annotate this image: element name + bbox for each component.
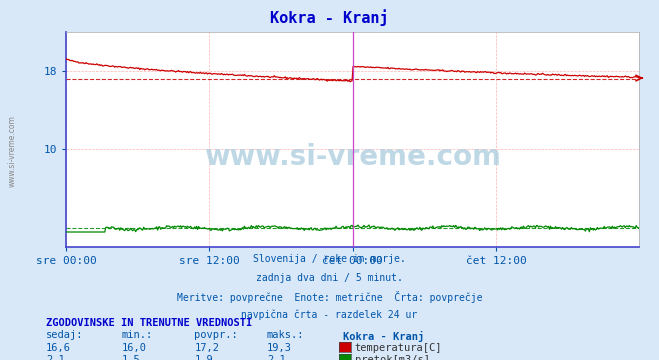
Text: www.si-vreme.com: www.si-vreme.com — [204, 143, 501, 171]
Text: pretok[m3/s]: pretok[m3/s] — [355, 355, 430, 360]
Text: 16,6: 16,6 — [46, 343, 71, 353]
Text: 1,9: 1,9 — [194, 355, 213, 360]
Text: ZGODOVINSKE IN TRENUTNE VREDNOSTI: ZGODOVINSKE IN TRENUTNE VREDNOSTI — [46, 318, 252, 328]
Text: zadnja dva dni / 5 minut.: zadnja dva dni / 5 minut. — [256, 273, 403, 283]
Text: temperatura[C]: temperatura[C] — [355, 343, 442, 353]
Text: 2,1: 2,1 — [46, 355, 65, 360]
Text: 1,5: 1,5 — [122, 355, 140, 360]
Text: 16,0: 16,0 — [122, 343, 147, 353]
Text: Meritve: povprečne  Enote: metrične  Črta: povprečje: Meritve: povprečne Enote: metrične Črta:… — [177, 291, 482, 303]
Text: Kokra - Kranj: Kokra - Kranj — [343, 330, 424, 342]
Text: sedaj:: sedaj: — [46, 330, 84, 341]
Text: www.si-vreme.com: www.si-vreme.com — [8, 115, 17, 187]
Text: 19,3: 19,3 — [267, 343, 292, 353]
Text: Kokra - Kranj: Kokra - Kranj — [270, 9, 389, 26]
Text: 2,1: 2,1 — [267, 355, 285, 360]
Text: min.:: min.: — [122, 330, 153, 341]
Text: povpr.:: povpr.: — [194, 330, 238, 341]
Text: navpična črta - razdelek 24 ur: navpična črta - razdelek 24 ur — [241, 310, 418, 320]
Text: 17,2: 17,2 — [194, 343, 219, 353]
Text: Slovenija / reke in morje.: Slovenija / reke in morje. — [253, 254, 406, 264]
Text: maks.:: maks.: — [267, 330, 304, 341]
